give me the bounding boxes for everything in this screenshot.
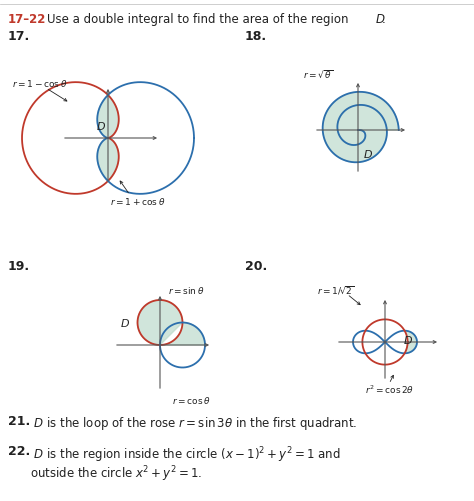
Text: 21.: 21. — [8, 415, 30, 428]
Text: 22.: 22. — [8, 445, 30, 458]
Text: $r=\sqrt{\theta}$: $r=\sqrt{\theta}$ — [303, 68, 333, 80]
Text: $r=\cos\theta$: $r=\cos\theta$ — [172, 395, 211, 406]
Polygon shape — [137, 300, 182, 345]
Text: $r=1/\!\sqrt{2}$: $r=1/\!\sqrt{2}$ — [317, 284, 355, 297]
Polygon shape — [323, 92, 399, 162]
Text: $D$: $D$ — [96, 120, 106, 132]
Polygon shape — [405, 331, 417, 353]
Text: $D$ is the region inside the circle $(x-1)^2+y^2=1$ and: $D$ is the region inside the circle $(x-… — [30, 445, 340, 464]
Text: 18.: 18. — [245, 30, 267, 43]
Text: $D$: $D$ — [403, 334, 413, 346]
Text: $r=1+\cos\theta$: $r=1+\cos\theta$ — [110, 196, 165, 207]
Text: 17–22: 17–22 — [8, 13, 46, 26]
Text: D: D — [376, 13, 385, 26]
Text: $D$: $D$ — [120, 317, 130, 329]
Text: $r=\sin\theta$: $r=\sin\theta$ — [168, 285, 204, 296]
Text: 17.: 17. — [8, 30, 30, 43]
Text: $r=1-\cos\theta$: $r=1-\cos\theta$ — [12, 78, 67, 89]
Text: 20.: 20. — [245, 260, 267, 273]
Polygon shape — [97, 95, 119, 181]
Text: $D$ is the loop of the rose $r = \sin 3\theta$ in the first quadrant.: $D$ is the loop of the rose $r = \sin 3\… — [30, 415, 357, 432]
Text: $r^2=\cos 2\theta$: $r^2=\cos 2\theta$ — [365, 384, 414, 396]
Text: Use a double integral to find the area of the region: Use a double integral to find the area o… — [47, 13, 352, 26]
Polygon shape — [160, 323, 205, 345]
Text: outside the circle $x^2+y^2=1$.: outside the circle $x^2+y^2=1$. — [30, 464, 202, 483]
Text: $D$: $D$ — [363, 148, 373, 160]
Text: 19.: 19. — [8, 260, 30, 273]
Text: .: . — [382, 13, 386, 26]
